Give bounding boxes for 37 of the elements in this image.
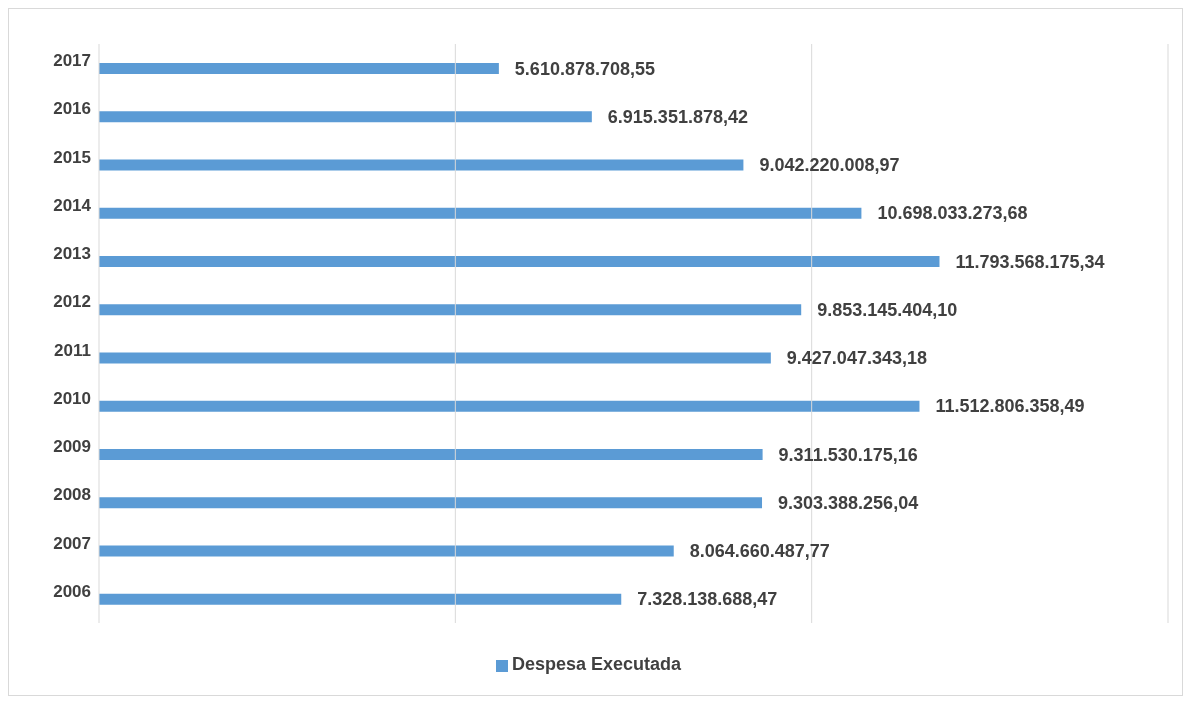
- y-tick-label: 2015: [53, 147, 91, 167]
- bar: [99, 593, 622, 605]
- y-tick-label: 2009: [53, 437, 91, 457]
- y-tick-label: 2014: [53, 195, 92, 215]
- bar: [99, 400, 920, 412]
- data-label: 9.853.145.404,10: [817, 299, 958, 320]
- bar: [99, 304, 802, 316]
- data-label: 11.793.568.175,34: [955, 251, 1105, 272]
- y-tick-label: 2008: [53, 485, 91, 505]
- data-label: 9.311.530.175,16: [778, 444, 918, 465]
- bar: [99, 159, 744, 171]
- bar: [99, 63, 499, 74]
- bar: [99, 545, 674, 557]
- bar: [99, 207, 862, 219]
- y-tick-label: 2016: [53, 99, 91, 119]
- bar: [99, 256, 940, 267]
- bar: [99, 352, 771, 364]
- y-tick-label: 2010: [53, 388, 91, 408]
- y-tick-label: 2006: [53, 581, 91, 601]
- data-label: 9.303.388.256,04: [778, 492, 919, 513]
- data-label: 11.512.806.358,49: [935, 396, 1085, 417]
- y-tick-label: 2011: [54, 340, 91, 360]
- y-tick-label: 2012: [53, 292, 91, 312]
- data-label: 9.042.220.008,97: [759, 155, 900, 175]
- data-label: 10.698.033.273,68: [877, 203, 1028, 224]
- y-tick-label: 2007: [53, 533, 91, 553]
- data-label: 6.915.351.878,42: [607, 106, 748, 127]
- data-label: 7.328.138.688,47: [637, 589, 778, 610]
- data-label: 8.064.660.487,77: [689, 541, 830, 561]
- data-label: 9.427.047.343,18: [786, 348, 927, 368]
- bar: [99, 449, 763, 460]
- y-tick-label: 2013: [53, 244, 91, 264]
- bar: [99, 111, 592, 123]
- y-tick-label: 2017: [53, 51, 91, 71]
- bar: [99, 497, 763, 509]
- data-label: 5.610.878.708,55: [514, 58, 656, 79]
- legend-label: Despesa Executada: [511, 654, 682, 674]
